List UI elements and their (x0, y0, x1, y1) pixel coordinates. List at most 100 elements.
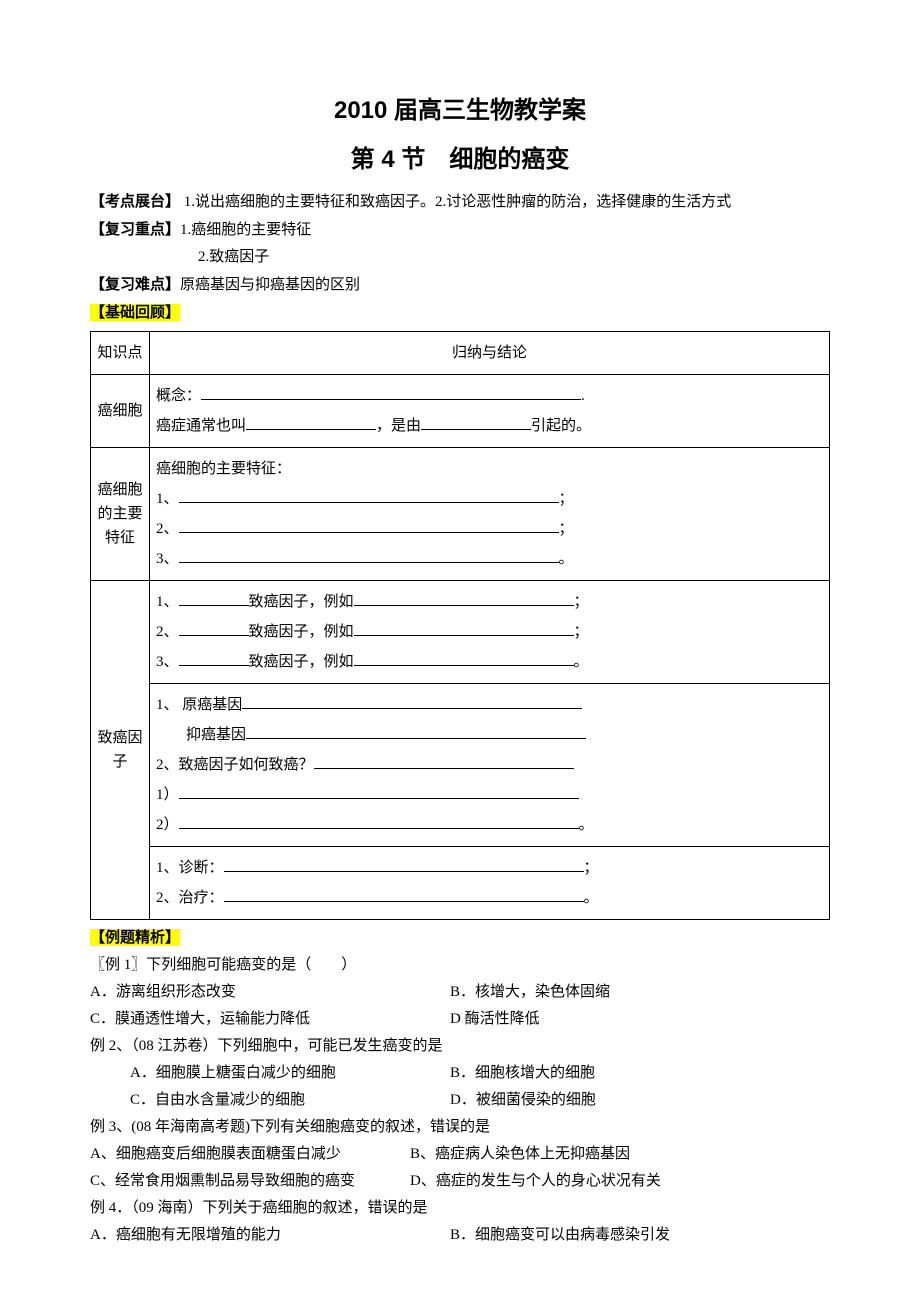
e1-a: A．游离组织形态改变 (90, 979, 450, 1006)
page: 2010 届高三生物教学案 第 4 节 细胞的癌变 【考点展台】 1.说出癌细胞… (0, 0, 920, 1302)
fuxi-nandian-line: 【复习难点】原癌基因与抑癌基因的区别 (90, 271, 830, 299)
blank (179, 783, 579, 799)
blank (354, 620, 574, 636)
text: 2、 (156, 521, 179, 537)
text: 3、 (156, 551, 179, 567)
text: 2、 (156, 624, 179, 640)
text: 2） (156, 817, 179, 833)
text: 1、诊断： (156, 860, 224, 876)
text: ； (574, 594, 589, 610)
jichu-huigui-label: 【基础回顾】 (90, 304, 180, 321)
table-row: 癌细胞 概念：. 癌症通常也叫，是由引起的。 (91, 375, 830, 448)
row3-sub3: 1、诊断： ； 2、治疗： 。 (150, 847, 830, 920)
row3-sub1: 1、致癌因子，例如； 2、致癌因子，例如； 3、致癌因子，例如。 (150, 581, 830, 684)
example-4-q: 例 4．（09 海南）下列关于癌细胞的叙述，错误的是 (90, 1195, 830, 1222)
title-sub: 第 4 节 细胞的癌变 (90, 139, 830, 174)
text: 2、治疗： (156, 890, 224, 906)
table-row: 致癌因子 1、致癌因子，例如； 2、致癌因子，例如； 3、致癌因子，例如。 (91, 581, 830, 684)
e2-c: C．自由水含量减少的细胞 (130, 1087, 450, 1114)
jichu-huigui-line: 【基础回顾】 (90, 299, 830, 327)
e1-c: C．膜通透性增大，运输能力降低 (90, 1006, 450, 1033)
text: 1、 (156, 594, 179, 610)
table-row: 知识点 归纳与结论 (91, 332, 830, 375)
row3-label: 致癌因子 (91, 581, 150, 920)
e3-a: A、细胞癌变后细胞膜表面糖蛋白减少 (90, 1141, 410, 1168)
row3-sub2: 1、 原癌基因 抑癌基因 2、致癌因子如何致癌？ 1） 2）。 (150, 684, 830, 847)
example-2-q: 例 2、（08 江苏卷）下列细胞中，可能已发生癌变的是 (90, 1033, 830, 1060)
blank (179, 547, 559, 563)
kaodian-label: 【考点展台】 (90, 193, 180, 210)
table-header-left: 知识点 (91, 332, 150, 375)
blank (179, 487, 559, 503)
fuxi-zhongdian-line1: 【复习重点】1.癌细胞的主要特征 (90, 216, 830, 244)
blank (354, 650, 574, 666)
row1-content: 概念：. 癌症通常也叫，是由引起的。 (150, 375, 830, 448)
text: 概念： (156, 388, 201, 404)
text: 。 (579, 817, 594, 833)
e1-d: D 酶活性降低 (450, 1006, 540, 1033)
blank (179, 517, 559, 533)
example-2-ab: A．细胞膜上糖蛋白减少的细胞 B．细胞核增大的细胞 (90, 1060, 830, 1087)
title-main: 2010 届高三生物教学案 (90, 90, 830, 125)
blank (224, 856, 584, 872)
text: 3、 (156, 654, 179, 670)
text: ； (559, 491, 574, 507)
blank (201, 384, 581, 400)
blank (242, 693, 582, 709)
e2-a: A．细胞膜上糖蛋白减少的细胞 (130, 1060, 450, 1087)
text: ； (574, 624, 589, 640)
e3-b: B、癌症病人染色体上无抑癌基因 (410, 1141, 630, 1168)
fuxi-zhongdian-label: 【复习重点】 (90, 221, 180, 238)
blank (179, 620, 249, 636)
text: 引起的。 (531, 418, 591, 434)
text: 致癌因子，例如 (249, 594, 354, 610)
blank (421, 414, 531, 430)
liti-jingxi-label: 【例题精析】 (90, 929, 180, 946)
fuxi-zhongdian-2: 2.致癌因子 (198, 249, 269, 265)
text: 。 (574, 654, 589, 670)
blank (224, 886, 584, 902)
e3-c: C、经常食用烟熏制品易导致细胞的癌变 (90, 1168, 410, 1195)
fuxi-zhongdian-line2: 2.致癌因子 (90, 244, 830, 271)
text: 1） (156, 787, 179, 803)
fuxi-nandian-label: 【复习难点】 (90, 276, 180, 293)
example-3-cd: C、经常食用烟熏制品易导致细胞的癌变 D、癌症的发生与个人的身心状况有关 (90, 1168, 830, 1195)
row1-label: 癌细胞 (91, 375, 150, 448)
text: 致癌因子，例如 (249, 654, 354, 670)
e3-d: D、癌症的发生与个人的身心状况有关 (410, 1168, 661, 1195)
example-1-q: 〖例 1〗下列细胞可能癌变的是（ ） (90, 952, 830, 979)
e4-b: B．细胞癌变可以由病毒感染引发 (450, 1222, 670, 1249)
text: 致癌因子，例如 (249, 624, 354, 640)
table-row: 癌细胞的主要特征 癌细胞的主要特征： 1、； 2、； 3、。 (91, 448, 830, 581)
table-header-right: 归纳与结论 (150, 332, 830, 375)
text: 。 (559, 551, 574, 567)
knowledge-table: 知识点 归纳与结论 癌细胞 概念：. 癌症通常也叫，是由引起的。 癌细胞的主要特… (90, 331, 830, 920)
blank (179, 650, 249, 666)
blank (246, 723, 586, 739)
row2-label: 癌细胞的主要特征 (91, 448, 150, 581)
text: 癌细胞的主要特征： (156, 461, 291, 477)
e1-b: B．核增大，染色体固缩 (450, 979, 610, 1006)
fuxi-nandian-text: 原癌基因与抑癌基因的区别 (180, 277, 360, 293)
text: ； (584, 860, 599, 876)
blank (179, 813, 579, 829)
fuxi-zhongdian-1: 1.癌细胞的主要特征 (180, 222, 311, 238)
example-2-cd: C．自由水含量减少的细胞 D．被细菌侵染的细胞 (90, 1087, 830, 1114)
text: 2、致癌因子如何致癌？ (156, 757, 314, 773)
text: 1、 原癌基因 (156, 697, 242, 713)
kaodian-text: 1.说出癌细胞的主要特征和致癌因子。2.讨论恶性肿瘤的防治，选择健康的生活方式 (180, 194, 731, 210)
e2-b: B．细胞核增大的细胞 (450, 1060, 595, 1087)
example-1-cd: C．膜通透性增大，运输能力降低 D 酶活性降低 (90, 1006, 830, 1033)
example-3-q: 例 3、(08 年海南高考题)下列有关细胞癌变的叙述，错误的是 (90, 1114, 830, 1141)
blank (314, 753, 574, 769)
text: . (581, 388, 585, 404)
text: 癌症通常也叫 (156, 418, 246, 434)
blank (246, 414, 376, 430)
example-3-ab: A、细胞癌变后细胞膜表面糖蛋白减少 B、癌症病人染色体上无抑癌基因 (90, 1141, 830, 1168)
liti-jingxi-line: 【例题精析】 (90, 924, 830, 952)
example-1-ab: A．游离组织形态改变 B．核增大，染色体固缩 (90, 979, 830, 1006)
text: 1、 (156, 491, 179, 507)
example-4-ab: A．癌细胞有无限增殖的能力 B．细胞癌变可以由病毒感染引发 (90, 1222, 830, 1249)
table-row: 1、诊断： ； 2、治疗： 。 (91, 847, 830, 920)
text: 。 (584, 890, 599, 906)
